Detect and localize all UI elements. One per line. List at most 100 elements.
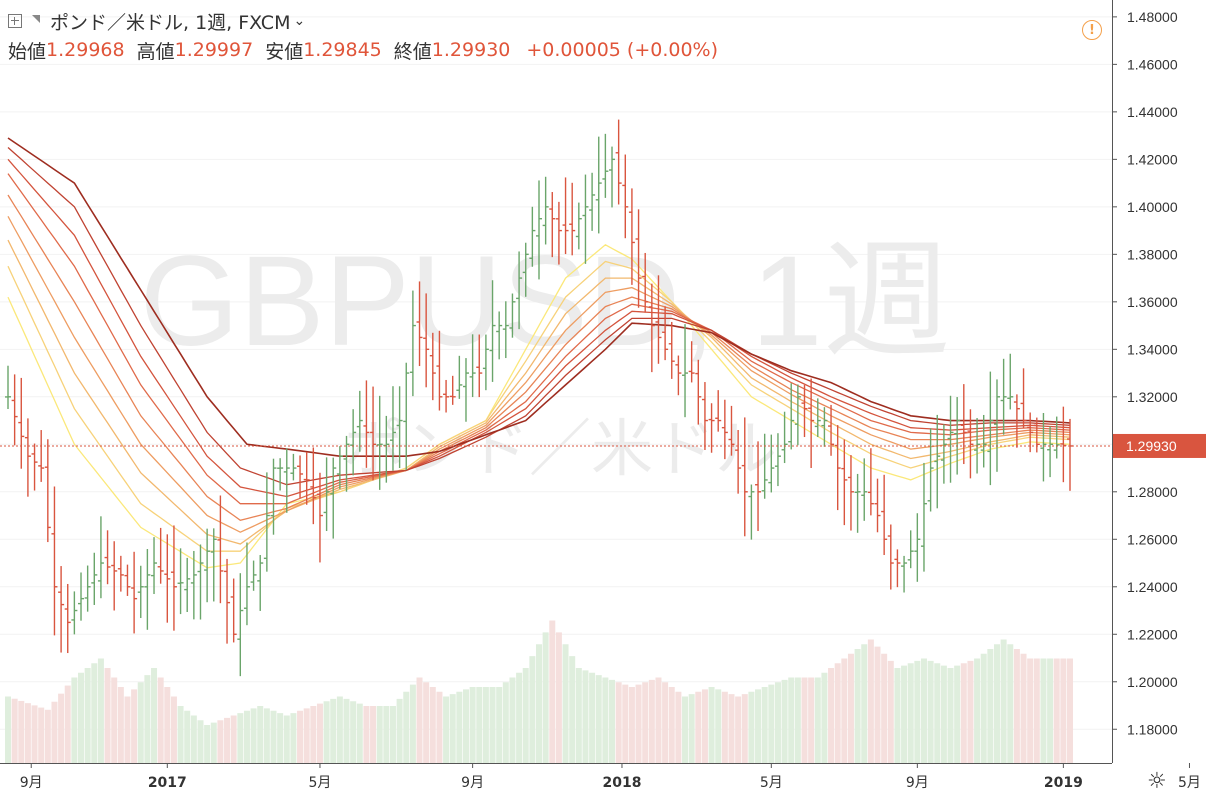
price-tick-label: 1.38000 bbox=[1127, 246, 1178, 262]
ohlc-bar bbox=[940, 424, 947, 484]
volume-bar bbox=[237, 713, 244, 763]
volume-bar bbox=[934, 663, 941, 763]
volume-bar bbox=[509, 677, 516, 763]
volume-bar bbox=[569, 656, 576, 763]
volume-bar bbox=[907, 663, 914, 763]
ohlc-bar bbox=[217, 495, 224, 604]
ema-ribbon-line bbox=[7, 260, 1071, 552]
collapse-toggle-icon[interactable] bbox=[8, 14, 22, 28]
volume-bar bbox=[755, 689, 762, 763]
ohlc-bar bbox=[662, 306, 669, 361]
ohlc-bar bbox=[595, 136, 602, 234]
time-tick-label: 2019 bbox=[1044, 775, 1083, 791]
volume-bar bbox=[217, 720, 224, 763]
time-tick-label: 9月 bbox=[906, 775, 929, 791]
volume-bar bbox=[788, 677, 795, 763]
ohlc-bar bbox=[549, 192, 556, 258]
ohlc-bar bbox=[967, 409, 974, 479]
volume-bar bbox=[575, 668, 582, 763]
volume-bar bbox=[1027, 658, 1034, 763]
chevron-down-icon[interactable]: ⌄ bbox=[293, 13, 306, 29]
volume-bar bbox=[423, 682, 430, 763]
ohlc-bar bbox=[555, 201, 562, 265]
volume-bar bbox=[310, 706, 317, 763]
ohlc-bar bbox=[51, 486, 58, 636]
ohlc-bar bbox=[462, 358, 469, 422]
volume-bar bbox=[476, 687, 483, 763]
ohlc-bar bbox=[456, 355, 463, 399]
ohlc-bar bbox=[290, 453, 297, 481]
volume-bar bbox=[177, 706, 184, 763]
ohlc-bar bbox=[370, 386, 377, 481]
ohlc-bar bbox=[270, 458, 277, 535]
volume-bar bbox=[794, 677, 801, 763]
volume-bar bbox=[283, 715, 290, 763]
volume-bar bbox=[701, 689, 708, 763]
ohlc-bar bbox=[323, 457, 330, 532]
volume-bar bbox=[1000, 639, 1007, 763]
ohlc-bar bbox=[502, 301, 509, 359]
volume-bar bbox=[635, 684, 642, 763]
ohlc-bar bbox=[157, 527, 164, 584]
ohlc-bar bbox=[635, 209, 642, 308]
ohlc-bar bbox=[708, 403, 715, 453]
volume-bar bbox=[157, 677, 164, 763]
price-tick-label: 1.44000 bbox=[1127, 104, 1178, 120]
flag-icon[interactable] bbox=[32, 15, 40, 23]
ohlc-bar bbox=[1047, 426, 1054, 478]
volume-bar bbox=[814, 677, 821, 763]
volume-bar bbox=[184, 710, 191, 763]
gear-icon[interactable]: ☼ bbox=[1147, 769, 1167, 794]
time-tick-label: 2018 bbox=[602, 775, 641, 791]
watermark-main: GBPUSD, 1週 bbox=[140, 230, 951, 373]
chart-header: ポンド／米ドル, 1週, FXCM ⌄ 始値 1.29968 高値 1.2999… bbox=[8, 8, 718, 64]
ohlc-bar bbox=[104, 530, 111, 585]
ohlc-bar bbox=[38, 430, 45, 482]
ohlc-bar bbox=[24, 418, 31, 497]
ohlc-bar bbox=[867, 448, 874, 516]
volume-bar bbox=[31, 705, 38, 763]
ohlc-bar bbox=[628, 188, 635, 285]
symbol-title[interactable]: ポンド／米ドル, 1週, FXCM bbox=[50, 11, 291, 34]
ohlc-bar bbox=[768, 434, 775, 493]
ohlc-bar bbox=[190, 550, 197, 620]
ohlc-bar bbox=[927, 428, 934, 512]
volume-bar bbox=[894, 668, 901, 763]
ohlc-bar bbox=[356, 390, 363, 452]
volume-bar bbox=[967, 660, 974, 763]
volume-bar bbox=[602, 677, 609, 763]
volume-bar bbox=[628, 687, 635, 763]
volume-bar bbox=[960, 663, 967, 763]
ema-ribbon-line bbox=[7, 147, 1071, 486]
volume-bar bbox=[389, 706, 396, 763]
volume-bar bbox=[58, 693, 65, 763]
volume-bar bbox=[376, 706, 383, 763]
volume-bar bbox=[536, 644, 542, 763]
ohlc-bar bbox=[695, 359, 702, 425]
ohlc-bar bbox=[881, 474, 888, 556]
ohlc-bar bbox=[755, 441, 762, 532]
ohlc-bar bbox=[808, 378, 815, 468]
ohlc-bar bbox=[243, 542, 250, 626]
ohlc-bar bbox=[224, 558, 231, 644]
ohlc-bar bbox=[1060, 406, 1067, 483]
volume-bar bbox=[1007, 644, 1014, 763]
ohlc-bar bbox=[668, 321, 675, 379]
volume-bar bbox=[741, 694, 748, 763]
ohlc-legend: 始値 1.29968 高値 1.29997 安値 1.29845 終値 1.29… bbox=[8, 36, 718, 64]
alert-icon[interactable]: ! bbox=[1082, 20, 1102, 40]
volume-bar bbox=[137, 682, 144, 763]
volume-bar bbox=[436, 691, 443, 763]
ohlc-bar bbox=[781, 411, 788, 464]
ohlc-bar bbox=[774, 433, 781, 487]
volume-bar bbox=[277, 713, 284, 763]
volume-bar bbox=[97, 658, 104, 763]
volume-bar bbox=[1047, 658, 1054, 763]
ohlc-bar bbox=[609, 146, 616, 208]
ohlc-bar bbox=[1053, 416, 1060, 459]
price-axis-bg bbox=[1112, 0, 1206, 800]
ohlc-bar bbox=[303, 451, 310, 505]
ohlc-bar bbox=[828, 404, 835, 456]
volume-bar bbox=[323, 701, 330, 763]
